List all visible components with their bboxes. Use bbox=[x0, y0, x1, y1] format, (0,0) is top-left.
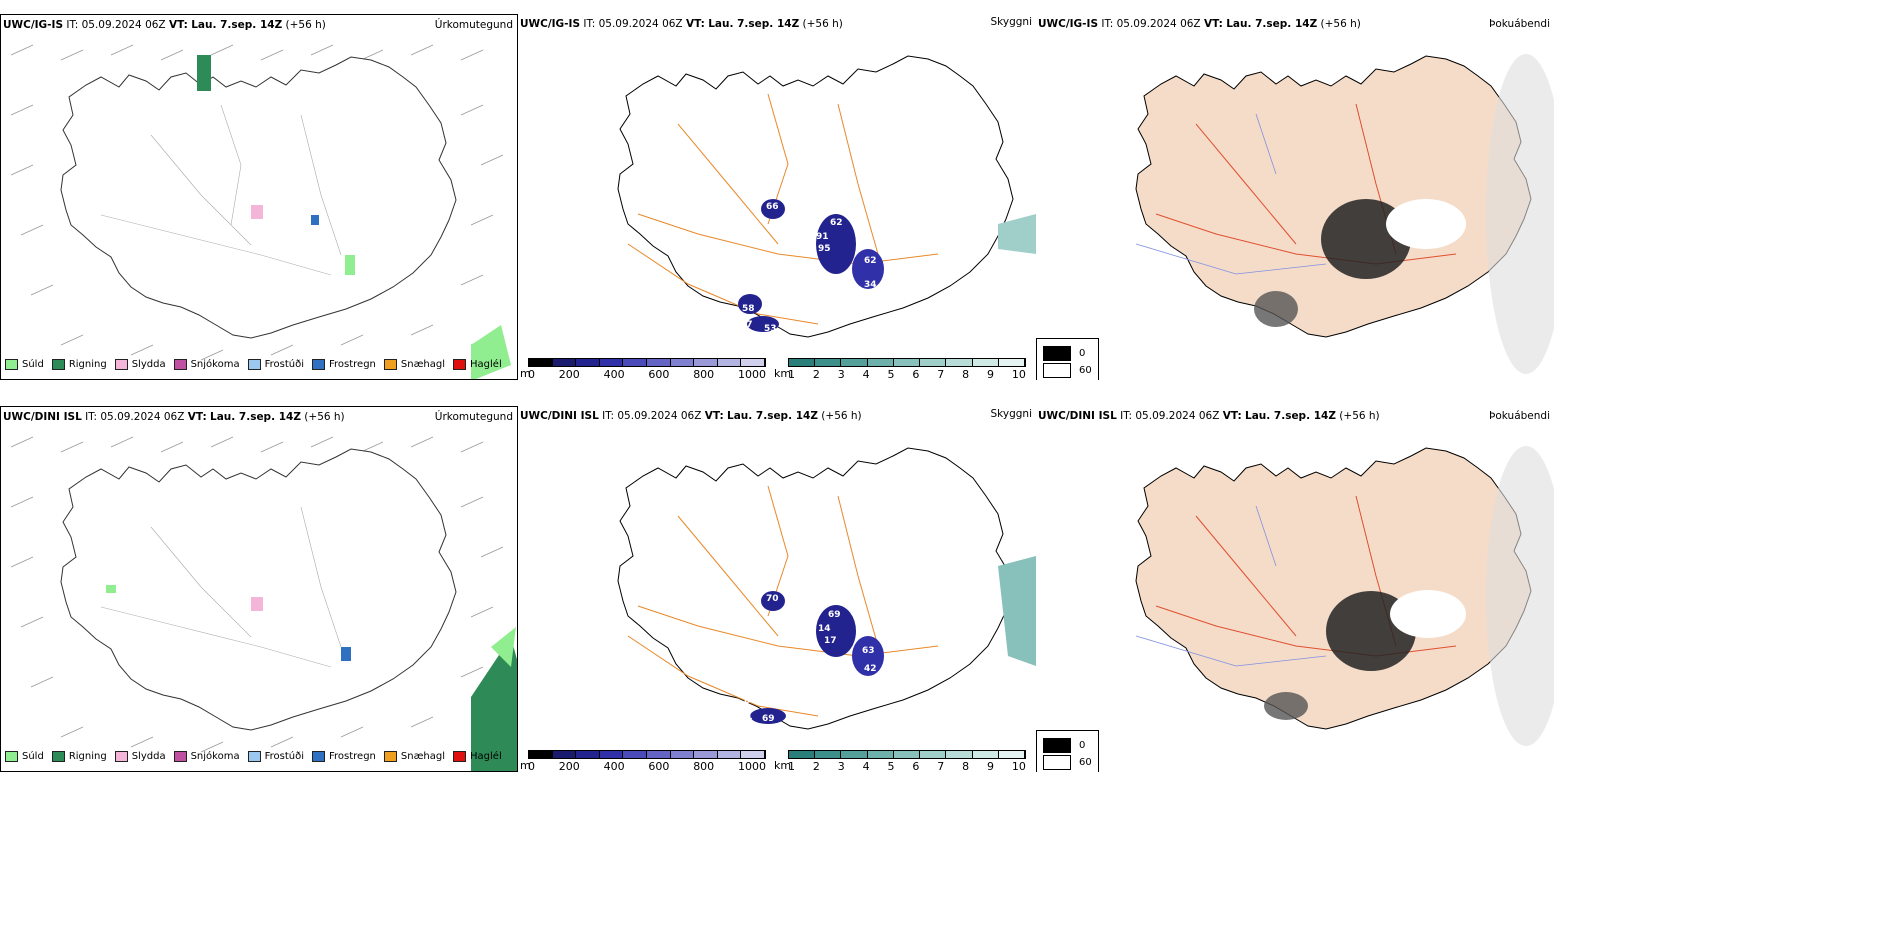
chart-title: UWC/DINI ISL IT: 05.09.2024 06Z VT: Lau.… bbox=[3, 411, 345, 423]
legend-swatch bbox=[247, 359, 261, 370]
colorbar-ticks: 1 2 3 4 5 6 7 8 9 10 bbox=[788, 368, 1026, 380]
legend-swatch bbox=[247, 751, 261, 762]
cloud-base-bar bbox=[528, 750, 766, 759]
colorbar-ticks: 0 200 400 600 800 1000 bbox=[528, 760, 766, 772]
colorbar-unit: m bbox=[520, 367, 531, 380]
colorbar-unit: km bbox=[774, 759, 792, 772]
legend-swatch bbox=[453, 359, 467, 370]
legend-swatch bbox=[312, 751, 325, 762]
colorbar-unit: m bbox=[520, 759, 531, 772]
legend-item: Snjókoma bbox=[173, 359, 240, 370]
visibility-map-2 bbox=[617, 447, 1036, 730]
legend-label: Frostúði bbox=[264, 359, 304, 370]
legend-swatch bbox=[173, 751, 187, 762]
chart-title: UWC/IG-IS IT: 05.09.2024 06Z VT: Lau. 7.… bbox=[3, 19, 326, 31]
legend-label: Súld bbox=[22, 359, 44, 370]
precip-legend: Súld Rigning Slydda Snjókoma Frostúði Fr… bbox=[5, 359, 502, 370]
visibility-colorbar: km 1 2 3 4 5 6 7 8 9 10 bbox=[774, 750, 1026, 772]
fog-key-row: 60 bbox=[1043, 755, 1092, 770]
legend-item: Slydda bbox=[114, 751, 166, 762]
legend-item: Súld bbox=[5, 359, 44, 370]
legend-swatch bbox=[114, 359, 128, 370]
fog-map-1 bbox=[1135, 54, 1554, 374]
colorbar-ticks: 0 200 400 600 800 1000 bbox=[528, 368, 766, 380]
legend-item: Haglél bbox=[453, 751, 502, 762]
legend-swatch bbox=[114, 751, 128, 762]
legend-swatch bbox=[383, 359, 397, 370]
legend-label: Frostregn bbox=[329, 359, 376, 370]
panel-type-label: Þokuábendi bbox=[1489, 410, 1550, 422]
fog-key: 0 60 bbox=[1036, 730, 1099, 772]
legend-item: Frostregn bbox=[312, 359, 376, 370]
panel-type-label: Skyggni bbox=[990, 408, 1033, 420]
legend-swatch bbox=[383, 751, 397, 762]
legend-label: Slydda bbox=[131, 751, 166, 762]
legend-item: Snæhagl bbox=[383, 359, 446, 370]
legend-label: Frostregn bbox=[329, 751, 376, 762]
cloud-base-colorbar: m 0 200 400 600 800 1000 bbox=[520, 358, 766, 380]
chart-title: UWC/DINI ISL IT: 05.09.2024 06Z VT: Lau.… bbox=[1038, 410, 1380, 422]
precip-type-map-2 bbox=[10, 436, 517, 771]
visibility-bar bbox=[788, 750, 1026, 759]
colorbar-unit: km bbox=[774, 367, 792, 380]
legend-swatch bbox=[5, 751, 18, 762]
legend-label: Rigning bbox=[68, 359, 107, 370]
panel-type-label: Skyggni bbox=[990, 16, 1033, 28]
legend-item: Snjókoma bbox=[173, 751, 240, 762]
cloud-base-colorbar: m 0 200 400 600 800 1000 bbox=[520, 750, 766, 772]
precip-type-panel-2: UWC/DINI ISL IT: 05.09.2024 06Z VT: Lau.… bbox=[0, 406, 518, 772]
legend-swatch bbox=[312, 359, 325, 370]
panel-type-label: Þokuábendi bbox=[1489, 18, 1550, 30]
legend-swatch bbox=[5, 359, 18, 370]
legend-item: Súld bbox=[5, 751, 44, 762]
visibility-bar bbox=[788, 358, 1026, 367]
legend-label: Haglél bbox=[470, 359, 502, 370]
fog-panel-1: UWC/IG-IS IT: 05.09.2024 06Z VT: Lau. 7.… bbox=[1036, 14, 1554, 380]
legend-swatch bbox=[51, 359, 65, 370]
legend-label: Rigning bbox=[68, 751, 107, 762]
precip-type-panel-1: UWC/IG-IS IT: 05.09.2024 06Z VT: Lau. 7.… bbox=[0, 14, 518, 380]
legend-item: Snæhagl bbox=[383, 751, 446, 762]
legend-swatch bbox=[453, 751, 467, 762]
fog-panel-2: UWC/DINI ISL IT: 05.09.2024 06Z VT: Lau.… bbox=[1036, 406, 1554, 772]
chart-title: UWC/DINI ISL IT: 05.09.2024 06Z VT: Lau.… bbox=[520, 410, 862, 422]
panel-type-label: Úrkomutegund bbox=[434, 19, 513, 31]
precip-type-map-1 bbox=[10, 44, 511, 379]
legend-label: Snjókoma bbox=[190, 751, 240, 762]
fog-map-2 bbox=[1135, 446, 1554, 746]
legend-label: Snæhagl bbox=[400, 751, 446, 762]
legend-swatch bbox=[173, 359, 187, 370]
fog-key-row: 0 bbox=[1043, 346, 1092, 361]
legend-item: Frostúði bbox=[247, 751, 304, 762]
legend-label: Haglél bbox=[470, 751, 502, 762]
legend-swatch bbox=[51, 751, 65, 762]
legend-label: Snæhagl bbox=[400, 359, 446, 370]
fog-key: 0 60 bbox=[1036, 338, 1099, 380]
legend-item: Haglél bbox=[453, 359, 502, 370]
legend-item: Frostregn bbox=[312, 751, 376, 762]
legend-item: Frostúði bbox=[247, 359, 304, 370]
chart-title: UWC/IG-IS IT: 05.09.2024 06Z VT: Lau. 7.… bbox=[520, 18, 843, 30]
legend-label: Snjókoma bbox=[190, 359, 240, 370]
colorbar-ticks: 1 2 3 4 5 6 7 8 9 10 bbox=[788, 760, 1026, 772]
visibility-colorbar: km 1 2 3 4 5 6 7 8 9 10 bbox=[774, 358, 1026, 380]
legend-item: Rigning bbox=[51, 751, 107, 762]
legend-label: Frostúði bbox=[264, 751, 304, 762]
legend-item: Slydda bbox=[114, 359, 166, 370]
panel-type-label: Úrkomutegund bbox=[434, 411, 513, 423]
chart-title: UWC/IG-IS IT: 05.09.2024 06Z VT: Lau. 7.… bbox=[1038, 18, 1361, 30]
fog-key-row: 60 bbox=[1043, 363, 1092, 378]
legend-label: Súld bbox=[22, 751, 44, 762]
fog-key-row: 0 bbox=[1043, 738, 1092, 753]
precip-legend: Súld Rigning Slydda Snjókoma Frostúði Fr… bbox=[5, 751, 502, 762]
legend-item: Rigning bbox=[51, 359, 107, 370]
visibility-map-1 bbox=[617, 55, 1036, 338]
cloud-base-bar bbox=[528, 358, 766, 367]
legend-label: Slydda bbox=[131, 359, 166, 370]
